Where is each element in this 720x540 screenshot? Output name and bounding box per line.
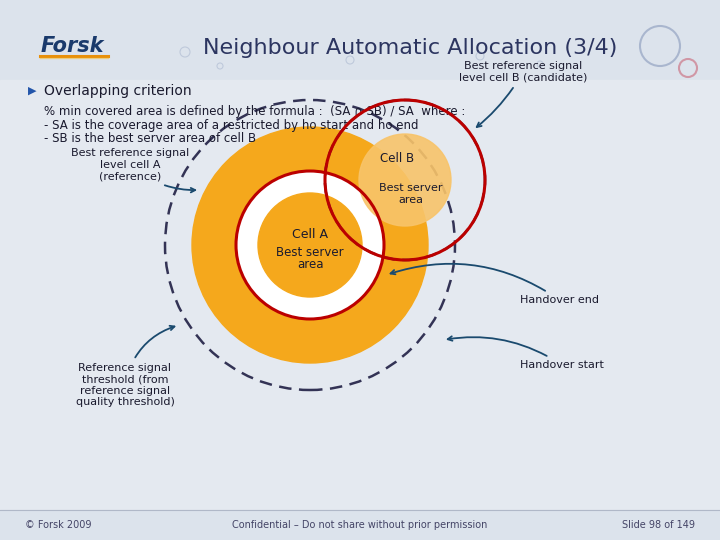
Text: Reference signal
threshold (from
reference signal
quality threshold): Reference signal threshold (from referen… [76,326,174,407]
Bar [0,80,720,510]
Text: Neighbour Automatic Allocation (3/4): Neighbour Automatic Allocation (3/4) [203,38,617,58]
Text: Best server: Best server [379,183,443,193]
Text: ▶: ▶ [28,86,36,96]
Text: Handover end: Handover end [390,264,599,305]
Text: area: area [398,195,423,205]
Bar [0,0,720,80]
Text: - SB is the best server area of cell B: - SB is the best server area of cell B [44,132,256,145]
Text: area: area [297,259,323,272]
Text: © Forsk 2009: © Forsk 2009 [25,520,91,530]
Text: - SA is the coverage area of a restricted by ho start and ho end: - SA is the coverage area of a restricte… [44,119,418,132]
Text: Overlapping criterion: Overlapping criterion [44,84,192,98]
Circle shape [236,171,384,319]
Text: Cell B: Cell B [380,152,414,165]
Circle shape [258,193,362,297]
Text: Handover start: Handover start [448,336,604,370]
Text: Best server: Best server [276,246,344,260]
Text: Forsk: Forsk [40,36,104,56]
Circle shape [192,127,428,363]
Text: Confidential – Do not share without prior permission: Confidential – Do not share without prio… [233,520,487,530]
Circle shape [359,134,451,226]
Bar [0,510,720,540]
Text: Cell A: Cell A [292,228,328,241]
Text: Slide 98 of 149: Slide 98 of 149 [622,520,695,530]
Text: Best reference signal
level cell B (candidate): Best reference signal level cell B (cand… [459,61,588,127]
Text: Best reference signal
level cell A
(reference): Best reference signal level cell A (refe… [71,148,195,192]
Text: % min covered area is defined by the formula :  (SA ∩ SB) / SA  where :: % min covered area is defined by the for… [44,105,465,118]
